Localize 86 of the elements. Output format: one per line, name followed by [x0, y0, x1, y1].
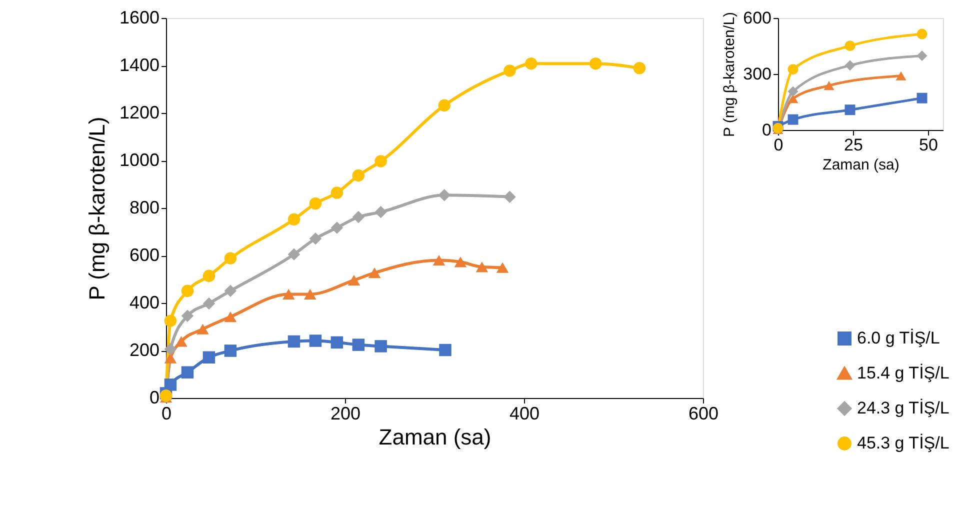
point — [374, 155, 387, 168]
point — [352, 169, 365, 182]
point — [224, 344, 237, 357]
point — [309, 334, 322, 347]
point — [164, 352, 177, 364]
point — [224, 311, 237, 322]
point — [788, 114, 798, 125]
point — [330, 222, 344, 234]
point — [288, 213, 300, 226]
point — [288, 248, 300, 260]
point — [374, 340, 387, 352]
point — [304, 288, 316, 300]
point — [788, 64, 798, 75]
point — [496, 262, 509, 273]
point — [164, 378, 177, 391]
point — [438, 99, 450, 112]
point — [202, 297, 216, 310]
point — [438, 189, 450, 202]
point — [330, 336, 344, 349]
point — [202, 270, 216, 282]
y-tick-label: 800 — [129, 198, 160, 218]
point — [896, 71, 906, 80]
x-axis-title: Zaman (sa) — [378, 424, 492, 450]
point — [181, 284, 194, 297]
point — [476, 262, 488, 272]
point — [352, 338, 365, 351]
point — [352, 210, 365, 224]
point — [844, 104, 856, 116]
y-tick-label: 0 — [149, 388, 160, 408]
y-tick-label: 1400 — [119, 55, 160, 75]
point — [844, 40, 856, 52]
legend-label: 15.4 g TİŞ/L — [857, 364, 950, 382]
point — [164, 314, 177, 327]
point — [432, 254, 446, 266]
point — [916, 28, 928, 40]
point — [824, 81, 834, 90]
point — [348, 274, 360, 286]
y-tick-label: 300 — [743, 64, 772, 84]
point — [368, 268, 381, 278]
point — [525, 57, 538, 70]
x-tick-label: 200 — [330, 404, 361, 424]
x-tick-label: 600 — [688, 404, 719, 424]
legend-label: 6.0 g TİŞ/L — [857, 328, 940, 348]
point — [454, 256, 467, 268]
y-tick-label: 600 — [743, 8, 772, 28]
x-tick-label: 50 — [919, 136, 938, 154]
point — [164, 342, 177, 356]
point — [202, 351, 216, 364]
x-tick-label: 0 — [161, 404, 172, 424]
point — [788, 86, 798, 97]
y-tick-label: 1200 — [119, 102, 160, 122]
point — [504, 190, 516, 203]
y-tick-label: 600 — [129, 245, 160, 265]
y-tick-label: 1600 — [119, 8, 160, 28]
point — [309, 197, 322, 210]
x-tick-label: 400 — [509, 404, 540, 424]
point — [309, 232, 322, 245]
point — [181, 366, 194, 378]
legend-label: 24.3 g TİŞ/L — [857, 398, 950, 418]
y-axis-title: P (mg β-karoten/L) — [84, 116, 110, 300]
y-tick-label: 1000 — [119, 150, 160, 170]
point — [633, 62, 646, 74]
point — [196, 324, 209, 334]
y-tick-label: 0 — [762, 120, 772, 140]
point — [788, 94, 798, 104]
y-tick-label: 200 — [129, 340, 160, 360]
legend-label: 45.3 g TİŞ/L — [857, 434, 950, 452]
point — [181, 310, 194, 322]
point — [504, 64, 516, 77]
point — [844, 60, 856, 71]
point — [439, 344, 452, 356]
point — [374, 206, 387, 218]
point — [589, 57, 602, 70]
point — [282, 288, 295, 300]
x-tick-label: 0 — [774, 136, 784, 154]
point — [224, 284, 237, 298]
point — [224, 252, 237, 264]
point — [916, 50, 928, 61]
point — [175, 336, 188, 347]
x-tick-label: 25 — [844, 136, 863, 154]
y-axis-title: P (mg β-karoten/L) — [721, 12, 738, 138]
point — [916, 92, 928, 104]
point — [330, 186, 344, 199]
x-axis-title: Zaman (sa) — [822, 156, 900, 174]
point — [288, 335, 300, 348]
y-tick-label: 400 — [129, 292, 160, 312]
